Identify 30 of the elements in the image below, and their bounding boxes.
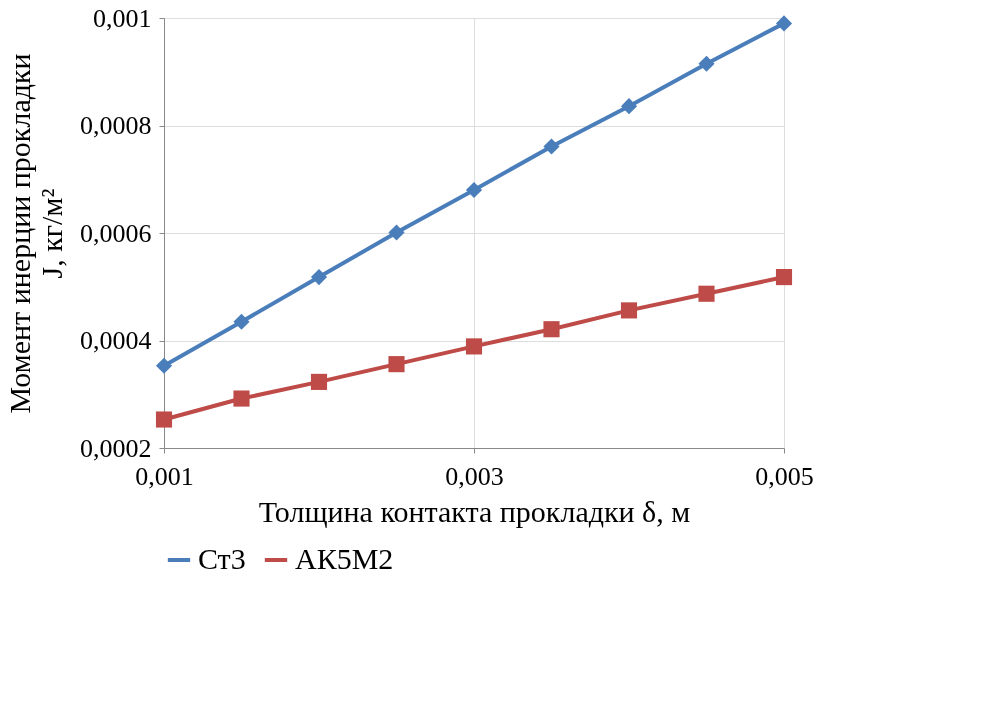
point <box>620 302 638 319</box>
x-axis-title: Толщина контакта прокладки δ, м <box>258 494 691 528</box>
point <box>233 313 250 330</box>
point <box>543 321 560 338</box>
point <box>310 373 328 390</box>
y-tick-label: 0,0002 <box>80 433 152 463</box>
point <box>543 138 560 155</box>
legend-label: Ст3 <box>198 542 246 575</box>
point <box>388 356 405 373</box>
point <box>155 357 173 374</box>
point <box>155 411 173 428</box>
point <box>465 181 483 199</box>
point <box>465 338 483 355</box>
y-tick-label: 0,0008 <box>80 111 152 140</box>
x-tick-label: 0,001 <box>135 461 194 491</box>
legend-label: АК5М2 <box>295 542 394 575</box>
point <box>233 390 250 407</box>
point <box>620 98 638 115</box>
point <box>698 285 715 302</box>
y-axis-title: Момент инерции прокладки J, кг/м² <box>3 53 68 414</box>
y-tick-label: 0,0004 <box>80 326 152 355</box>
point <box>775 15 793 32</box>
point <box>698 55 715 72</box>
x-tick-label: 0,003 <box>445 461 504 491</box>
y-tick-label: 0,001 <box>93 3 152 33</box>
point <box>388 224 405 241</box>
x-tick-label: 0,005 <box>755 461 814 491</box>
y-tick-label: 0,0006 <box>80 218 152 248</box>
point <box>310 269 328 286</box>
point <box>775 269 793 286</box>
